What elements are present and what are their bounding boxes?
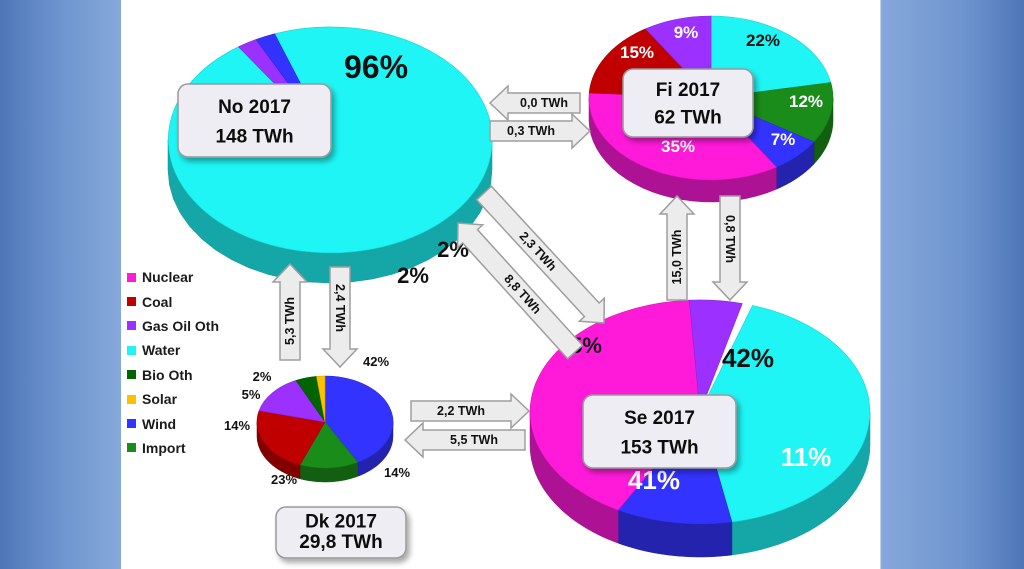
flow-arrow-shape <box>321 266 359 369</box>
pie-label-gas-oil-oth: 14% <box>224 418 250 433</box>
flow-label: 5,5 TWh <box>450 433 498 447</box>
chart-legend: Nuclear Coal Gas Oil Oth Water Bio Oth S… <box>127 265 219 460</box>
pie-label-import: 12% <box>789 92 823 111</box>
legend-item-bio-oth: Bio Oth <box>127 363 219 387</box>
flow-arrow-dk-to-se: 2,2 TWh <box>410 392 531 430</box>
flow-arrow-shape <box>403 421 526 459</box>
pie-label-gas-oil-oth: 9% <box>674 23 699 42</box>
legend-swatch-nuclear <box>127 272 136 282</box>
flow-arrow-no-to-fi: 0,3 TWh <box>489 112 592 150</box>
pie-label-water: 22% <box>746 31 780 50</box>
pie-label-water: 42% <box>722 343 774 373</box>
pie-slice-coal <box>256 410 326 466</box>
pie-slice-gas-oil-oth <box>258 380 326 423</box>
legend-item-import: Import <box>127 436 219 460</box>
legend-swatch-water <box>127 345 136 355</box>
pie-label-water: 96% <box>344 49 408 85</box>
pie-label-wind: 11% <box>781 442 832 472</box>
legend-label-bio-oth: Bio Oth <box>142 366 193 383</box>
legend-item-water: Water <box>127 338 219 362</box>
flow-label: 5,3 TWh <box>283 297 297 345</box>
pie-slice-water <box>699 305 871 523</box>
flow-arrow-se-to-dk: 5,5 TWh <box>403 421 526 459</box>
legend-swatch-gas-oil-oth <box>127 321 136 331</box>
pie-fi-2017: 22% 12% 7% 35% 15% 9% Fi 2017 62 TWh <box>588 15 834 203</box>
flow-arrow-no-to-dk: 2,4 TWh <box>321 266 359 369</box>
legend-swatch-import <box>127 443 136 453</box>
pie-total: 62 TWh <box>654 107 722 128</box>
pie-title-box-bg <box>622 68 754 138</box>
pie-label-coal: 15% <box>620 43 654 62</box>
flow-label: 2,2 TWh <box>437 404 485 418</box>
pie-label-wind: 7% <box>771 130 796 149</box>
flow-arrow-shape <box>475 185 606 324</box>
flow-label: 0,0 TWh <box>520 96 568 110</box>
pie-label-solar: 2% <box>253 369 272 384</box>
pie-label-import: 14% <box>384 465 410 480</box>
flow-arrow-shape <box>658 194 696 301</box>
legend-swatch-coal <box>127 297 136 307</box>
legend-label-wind: Wind <box>142 415 177 432</box>
legend-label-gas-oil-oth: Gas Oil Oth <box>142 317 220 334</box>
pie-slice-import <box>299 421 359 469</box>
flow-arrow-shape <box>489 112 592 150</box>
pie-label-wind: 42% <box>363 354 389 369</box>
pie-name: Dk 2017 <box>305 511 377 532</box>
pie-total: 148 TWh <box>215 126 293 147</box>
flow-arrow-fi-to-se: 0,8 TWh <box>711 195 749 302</box>
legend-swatch-solar <box>127 394 136 404</box>
flow-arrow-shape <box>456 222 584 360</box>
pie-label-gas-oil-oth: 2% <box>397 263 429 288</box>
pie-slice-wind <box>324 375 394 463</box>
legend-item-coal: Coal <box>127 289 219 313</box>
legend-label-water: Water <box>142 342 181 359</box>
legend-swatch-bio-oth <box>127 370 136 380</box>
flow-label: 2,4 TWh <box>333 284 347 332</box>
pie-slice-gas-oil-oth <box>688 299 743 413</box>
legend-label-nuclear: Nuclear <box>142 269 194 286</box>
pie-title-box-bg <box>177 83 332 158</box>
pie-title-box-bg <box>275 506 407 559</box>
flow-label: 0,8 TWh <box>723 215 737 263</box>
pie-total: 153 TWh <box>620 437 698 458</box>
legend-label-solar: Solar <box>142 391 178 408</box>
pie-title-box: Se 2017 153 TWh <box>582 394 737 469</box>
flow-arrow-shape <box>410 392 531 430</box>
legend-item-gas-oil-oth: Gas Oil Oth <box>127 314 219 338</box>
pie-slice-solar <box>316 375 326 423</box>
pie-title-box: Fi 2017 62 TWh <box>622 68 754 138</box>
legend-label-import: Import <box>142 439 186 456</box>
pie-label-bio-oth: 5% <box>242 387 261 402</box>
legend-item-wind: Wind <box>127 411 219 435</box>
flow-label: 15,0 TWh <box>670 230 684 285</box>
pie-label-coal: 23% <box>271 472 297 487</box>
flow-arrow-shape <box>271 262 309 361</box>
pie-title-box-bg <box>582 394 737 469</box>
flow-arrow-dk-to-no: 5,3 TWh <box>271 262 309 361</box>
flow-arrow-se-to-fi: 15,0 TWh <box>658 194 696 301</box>
pie-total: 29,8 TWh <box>299 532 382 553</box>
flow-label: 0,3 TWh <box>507 124 555 138</box>
pie-label-nuclear: 41% <box>628 465 680 495</box>
legend-swatch-wind <box>127 419 136 429</box>
pie-label-nuclear: 35% <box>661 137 695 156</box>
flow-arrow-shape <box>488 84 581 122</box>
pie-name: No 2017 <box>218 97 291 118</box>
pie-name: Fi 2017 <box>656 80 720 101</box>
legend-label-coal: Coal <box>142 293 173 310</box>
legend-item-solar: Solar <box>127 387 219 411</box>
legend-item-nuclear: Nuclear <box>127 265 219 289</box>
flow-arrow-fi-to-no: 0,0 TWh <box>488 84 581 122</box>
flow-arrow-shape <box>711 195 749 302</box>
pie-title-box: No 2017 148 TWh <box>177 83 332 158</box>
pie-name: Se 2017 <box>624 408 695 429</box>
